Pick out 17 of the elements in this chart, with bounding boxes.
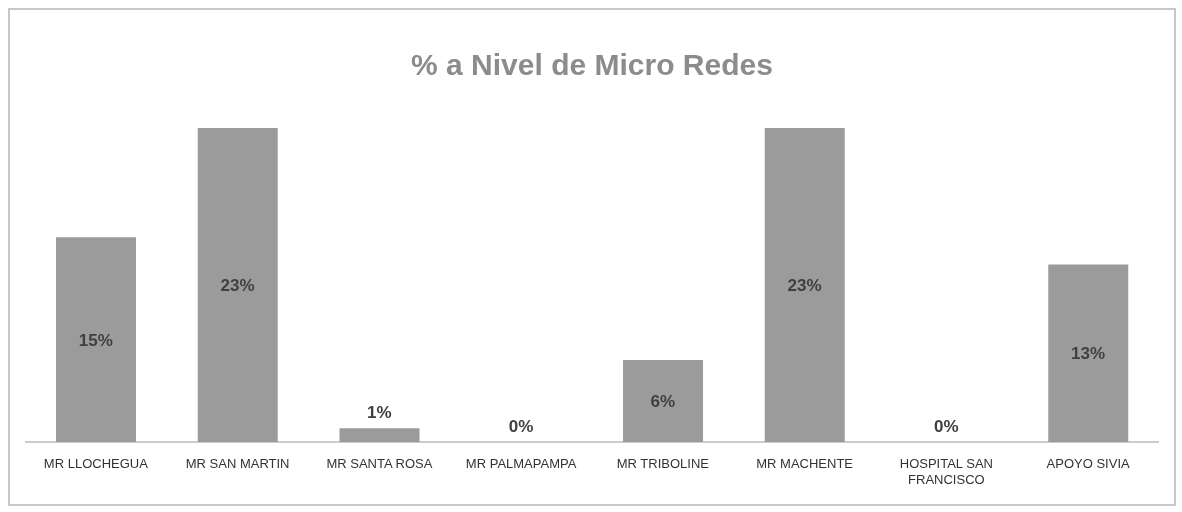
x-tick-label: MR PALMAPAMPA	[465, 456, 577, 471]
x-tick-label: MR SAN MARTIN	[185, 456, 290, 471]
x-tick-label: MR LLOCHEGUA	[43, 456, 149, 471]
data-label: 13%	[1071, 344, 1106, 364]
data-label: 15%	[78, 330, 113, 350]
data-label: 1%	[367, 403, 392, 423]
x-tick-label: MR MACHENTE	[756, 456, 854, 471]
x-tick-label: APOYO SIVIA	[1046, 456, 1130, 471]
x-tick-label: MR TRIBOLINE	[616, 456, 710, 471]
x-tick-label: HOSPITAL SAN FRANCISCO	[899, 456, 993, 487]
chart-title: % a Nivel de Micro Redes	[410, 48, 774, 83]
data-label: 0%	[508, 417, 534, 436]
data-label: 6%	[650, 392, 676, 412]
x-tick-label: MR SANTA ROSA	[326, 456, 433, 471]
data-label: 23%	[787, 276, 822, 295]
data-label: 0%	[934, 417, 959, 436]
data-label: 23%	[220, 276, 255, 295]
